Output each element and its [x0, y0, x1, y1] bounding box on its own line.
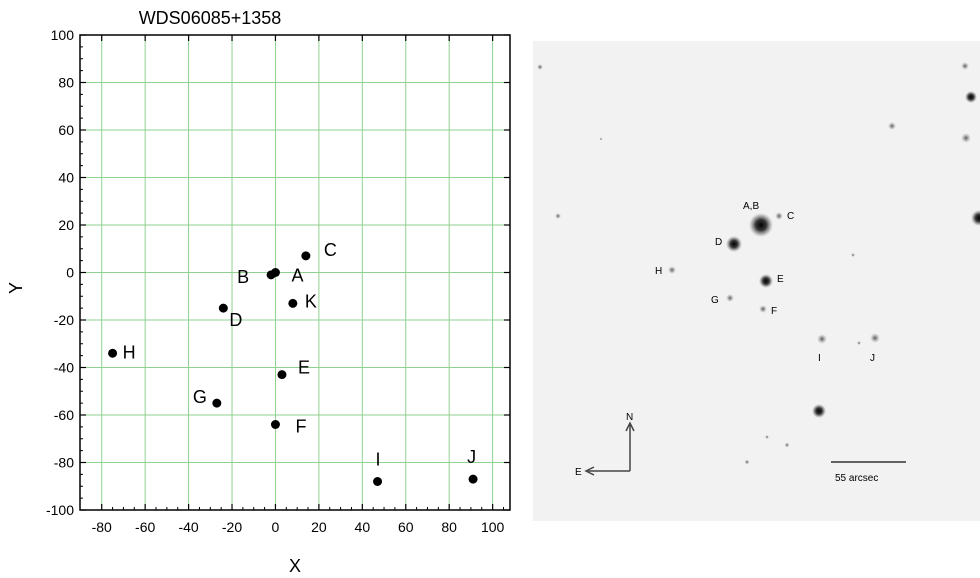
point-h — [108, 348, 118, 358]
sky-image: A,B C D E F G H I J N E 55 arcsec — [533, 41, 980, 521]
star-f — [759, 305, 767, 313]
star-g — [726, 294, 734, 302]
point-label-j: J — [467, 447, 476, 467]
star-label-h: H — [655, 266, 662, 277]
data-points: A B C D E F G H I J K — [108, 240, 478, 486]
y-tick-label: 80 — [58, 75, 74, 91]
field-star — [971, 210, 980, 226]
star-i — [817, 334, 827, 344]
point-label-h: H — [123, 342, 136, 362]
y-tick-label: 0 — [66, 265, 74, 281]
point-j — [468, 474, 478, 484]
star-label-d: D — [715, 237, 722, 248]
point-k — [288, 298, 298, 308]
y-tick-label: -20 — [54, 312, 74, 328]
field-star — [599, 137, 603, 141]
star-label-j: J — [870, 353, 875, 364]
point-label-a: A — [291, 266, 303, 286]
star-label-g: G — [711, 295, 719, 306]
field-star — [961, 62, 969, 70]
field-star — [857, 341, 861, 345]
compass-north-label: N — [626, 412, 633, 423]
point-label-d: D — [229, 310, 242, 330]
star-label-f: F — [771, 306, 777, 317]
x-tick-label: 60 — [398, 519, 414, 535]
x-tick-label: 100 — [481, 519, 505, 535]
star-ab — [749, 213, 773, 237]
x-tick-label: 40 — [355, 519, 371, 535]
field-star — [555, 213, 561, 219]
star-d — [726, 236, 742, 252]
scatter-plot: WDS06085+1358 -80 -60 -40 -20 0 20 40 60 80 100 1… — [6, 8, 511, 576]
field-star — [965, 91, 977, 103]
field-star — [765, 435, 769, 439]
field-star — [851, 253, 855, 257]
star-j — [870, 333, 880, 343]
x-tick-labels: -80 -60 -40 -20 0 20 40 60 80 100 — [92, 519, 505, 535]
y-tick-label: 100 — [51, 27, 75, 43]
y-tick-label: -60 — [54, 407, 74, 423]
star-e — [759, 274, 773, 288]
point-label-c: C — [324, 240, 337, 260]
star-label-i: I — [818, 353, 821, 364]
field-star — [812, 404, 826, 418]
compass — [584, 421, 635, 476]
field-star — [537, 64, 543, 70]
x-tick-label: 20 — [311, 519, 327, 535]
x-tick-label: 80 — [441, 519, 457, 535]
point-label-k: K — [305, 291, 317, 311]
sky-image-canvas: A,B C D E F G H I J N E 55 arcsec — [537, 62, 980, 484]
y-tick-label: 60 — [58, 122, 74, 138]
point-g — [212, 398, 222, 408]
x-tick-label: -40 — [178, 519, 198, 535]
field-star — [888, 122, 896, 130]
point-label-b: B — [237, 267, 249, 287]
x-tick-label: -80 — [92, 519, 112, 535]
y-tick-label: -100 — [46, 502, 74, 518]
x-tick-label: -60 — [135, 519, 155, 535]
point-label-e: E — [298, 358, 310, 378]
y-tick-labels: 100 80 60 40 20 0 -20 -40 -60 -80 -100 — [46, 27, 74, 518]
star-label-c: C — [787, 211, 794, 222]
field-star — [961, 133, 971, 143]
y-tick-label: 40 — [58, 170, 74, 186]
star-h — [668, 266, 676, 274]
point-label-g: G — [193, 387, 207, 407]
plot-area: -80 -60 -40 -20 0 20 40 60 80 100 100 80 60 40 20 0 -20… — [46, 27, 511, 535]
x-tick-label: -20 — [222, 519, 242, 535]
point-d — [218, 303, 228, 313]
field-star — [784, 442, 790, 448]
star-c — [775, 212, 783, 220]
star-label-e: E — [777, 274, 784, 285]
x-tick-label: 0 — [272, 519, 280, 535]
point-e — [277, 370, 287, 380]
y-axis-label: Y — [6, 282, 26, 294]
star-label-ab: A,B — [743, 201, 759, 212]
point-label-i: I — [376, 450, 381, 470]
x-axis-label: X — [289, 556, 301, 576]
y-tick-label: -80 — [54, 455, 74, 471]
point-label-f: F — [295, 417, 306, 437]
point-c — [301, 251, 311, 261]
point-b — [266, 270, 276, 280]
field-star — [744, 459, 750, 465]
chart-title: WDS06085+1358 — [139, 8, 282, 28]
point-i — [373, 477, 383, 486]
plot-border — [79, 34, 511, 511]
y-tick-label: 20 — [58, 217, 74, 233]
compass-east-label: E — [575, 467, 582, 478]
scale-bar-label: 55 arcsec — [835, 473, 878, 484]
point-f — [270, 420, 280, 429]
y-tick-label: -40 — [54, 360, 74, 376]
